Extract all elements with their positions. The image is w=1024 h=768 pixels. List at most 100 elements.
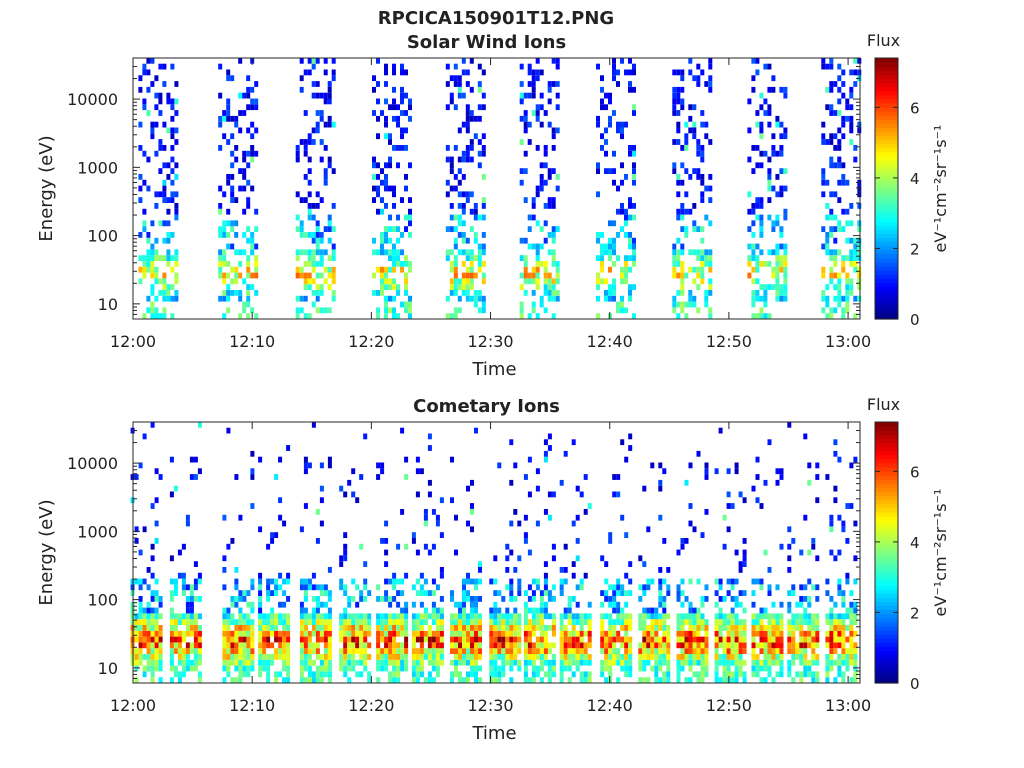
heatmap-cell — [246, 625, 251, 631]
heatmap-cell — [419, 642, 424, 649]
heatmap-cell — [849, 69, 854, 76]
heatmap-cell — [604, 590, 609, 596]
heatmap-cell — [392, 98, 396, 105]
heatmap-cell — [197, 659, 202, 666]
heatmap-cell — [166, 261, 171, 267]
heatmap-cell — [238, 619, 243, 625]
heatmap-cell — [457, 307, 462, 314]
heatmap-cell — [411, 584, 416, 591]
heatmap-cell — [295, 249, 300, 256]
heatmap-cell — [465, 156, 470, 163]
heatmap-cell — [158, 677, 163, 683]
heatmap-cell — [323, 307, 328, 314]
heatmap-cell — [505, 648, 510, 654]
heatmap-cell — [478, 677, 482, 683]
y-axis-label: Energy (eV) — [36, 135, 57, 241]
heatmap-cell — [142, 526, 147, 533]
heatmap-cell — [688, 648, 693, 654]
heatmap-cell — [473, 272, 478, 279]
heatmap-cell — [319, 307, 324, 314]
heatmap-cell — [311, 249, 316, 256]
heatmap-cell — [454, 665, 458, 672]
heatmap-cell — [278, 642, 283, 649]
colorbar-segment — [875, 528, 898, 533]
heatmap-cell — [700, 532, 705, 538]
heatmap-cell — [833, 450, 838, 457]
heatmap-cell — [829, 665, 834, 672]
heatmap-cell — [632, 63, 636, 70]
heatmap-cell — [829, 307, 834, 314]
heatmap-cell — [166, 162, 171, 169]
heatmap-cell — [612, 642, 617, 649]
heatmap-cell — [726, 659, 731, 666]
heatmap-cell — [404, 642, 409, 649]
heatmap-cell — [696, 81, 701, 87]
heatmap-cell — [411, 648, 416, 654]
heatmap-cell — [857, 57, 862, 64]
heatmap-cell — [465, 115, 470, 122]
heatmap-cell — [154, 255, 159, 261]
heatmap-cell — [331, 69, 336, 76]
heatmap-cell — [449, 284, 454, 290]
heatmap-cell — [596, 295, 600, 302]
heatmap-cell — [489, 642, 494, 649]
heatmap-cell — [604, 648, 609, 654]
heatmap-cell — [469, 139, 474, 145]
heatmap-cell — [238, 272, 243, 279]
colorbar-segment — [875, 629, 898, 635]
heatmap-cell — [166, 220, 171, 227]
heatmap-cell — [692, 75, 697, 82]
heatmap-cell — [759, 226, 764, 232]
heatmap-cell — [274, 590, 279, 596]
heatmap-cell — [815, 497, 820, 504]
heatmap-cell — [742, 549, 747, 556]
heatmap-cell — [680, 272, 685, 279]
heatmap-cell — [666, 648, 671, 654]
heatmap-cell — [763, 63, 768, 70]
heatmap-cell — [226, 671, 231, 678]
heatmap-cell — [299, 671, 304, 678]
heatmap-cell — [388, 278, 392, 285]
heatmap-cell — [473, 214, 478, 221]
heatmap-cell — [730, 613, 735, 620]
heatmap-cell — [343, 491, 348, 498]
heatmap-cell — [465, 191, 470, 198]
heatmap-cell — [759, 150, 764, 157]
heatmap-cell — [787, 636, 792, 643]
heatmap-cell — [662, 630, 667, 637]
heatmap-cell — [646, 636, 651, 643]
heatmap-cell — [169, 613, 174, 620]
heatmap-cell — [466, 590, 470, 596]
heatmap-cell — [453, 104, 458, 111]
heatmap-cell — [608, 255, 612, 261]
heatmap-cell — [547, 491, 552, 498]
heatmap-cell — [319, 619, 324, 625]
heatmap-cell — [319, 249, 324, 256]
heatmap-cell — [771, 226, 776, 232]
heatmap-cell — [803, 613, 808, 620]
heatmap-cell — [559, 665, 564, 672]
heatmap-cell — [543, 561, 548, 567]
heatmap-cell — [497, 607, 502, 614]
heatmap-cell — [833, 191, 838, 198]
heatmap-cell — [372, 86, 376, 93]
heatmap-cell — [315, 642, 320, 649]
colorbar-segment — [875, 458, 898, 464]
heatmap-cell — [853, 677, 858, 683]
heatmap-cell — [134, 636, 139, 643]
heatmap-cell — [323, 92, 328, 99]
heatmap-cell — [319, 665, 324, 672]
heatmap-cell — [254, 226, 259, 232]
heatmap-cell — [222, 619, 227, 625]
heatmap-cell — [396, 290, 400, 296]
heatmap-cell — [513, 607, 518, 614]
heatmap-cell — [384, 307, 388, 314]
heatmap-cell — [307, 578, 312, 585]
heatmap-cell — [150, 665, 155, 672]
heatmap-cell — [513, 648, 518, 654]
heatmap-cell — [755, 654, 760, 660]
heatmap-cell — [327, 255, 332, 261]
heatmap-cell — [680, 203, 685, 209]
heatmap-cell — [142, 69, 147, 76]
heatmap-cell — [359, 642, 364, 649]
